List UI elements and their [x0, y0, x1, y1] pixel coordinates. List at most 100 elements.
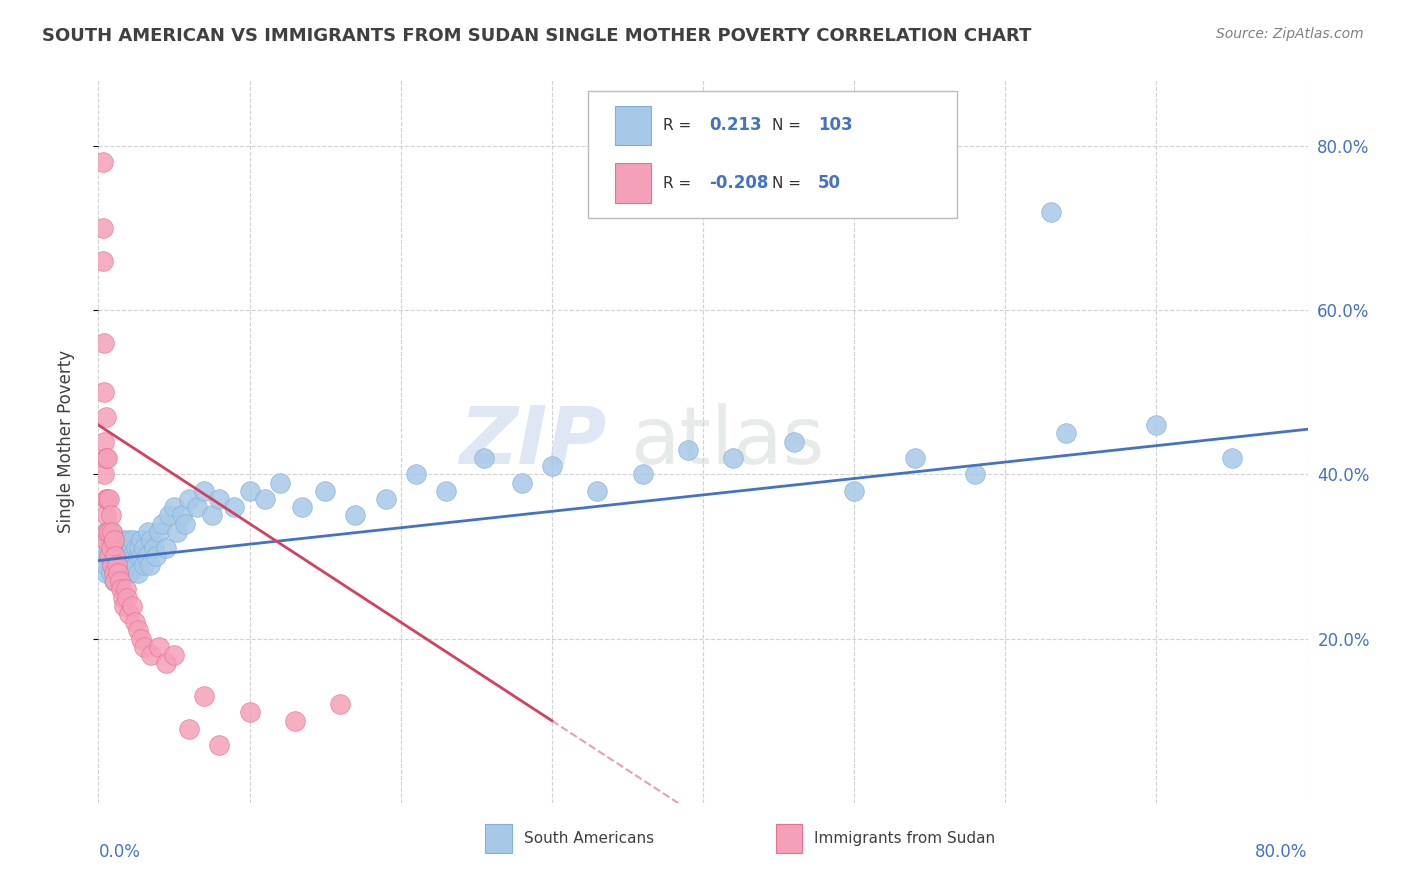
Text: South Americans: South Americans [524, 831, 654, 847]
Point [98, 491, 121, 506]
Point [114, 541, 136, 556]
Point [193, 689, 215, 703]
Point [965, 467, 987, 482]
Point [112, 533, 135, 547]
Point [101, 558, 124, 572]
Point [91, 253, 114, 268]
Point [329, 698, 352, 712]
Point [103, 541, 125, 556]
Point [103, 566, 125, 580]
Point [155, 541, 177, 556]
Point [179, 722, 201, 736]
Point [239, 706, 262, 720]
Point [129, 632, 152, 646]
Point [118, 533, 141, 547]
Point [193, 483, 215, 498]
Point [104, 549, 127, 564]
Point [676, 442, 699, 457]
Text: 0.213: 0.213 [709, 117, 762, 135]
Point [148, 640, 170, 654]
Point [472, 450, 495, 465]
Point [100, 566, 122, 580]
Point [104, 541, 127, 556]
Point [112, 599, 135, 613]
Point [94, 491, 117, 506]
Point [104, 558, 127, 572]
Y-axis label: Single Mother Poverty: Single Mother Poverty [56, 350, 75, 533]
Point [1144, 418, 1167, 433]
Point [129, 549, 152, 564]
Point [100, 508, 122, 523]
FancyBboxPatch shape [588, 91, 957, 218]
Point [98, 549, 121, 564]
Text: 0.0%: 0.0% [98, 843, 141, 861]
Point [124, 615, 146, 630]
Point [141, 648, 163, 662]
Point [111, 591, 134, 605]
Point [96, 491, 118, 506]
Point [114, 582, 136, 597]
Point [118, 558, 141, 572]
Point [96, 524, 118, 539]
Point [107, 541, 129, 556]
Point [128, 541, 150, 556]
Point [93, 434, 115, 449]
Point [159, 508, 181, 523]
Point [104, 549, 127, 564]
Point [405, 467, 427, 482]
Text: R =: R = [664, 176, 696, 191]
Point [314, 483, 336, 498]
Point [139, 558, 162, 572]
Point [93, 467, 115, 482]
Point [631, 467, 654, 482]
Bar [614, 105, 651, 145]
Point [98, 541, 121, 556]
Point [291, 500, 314, 515]
Text: 50: 50 [818, 174, 841, 193]
Point [103, 533, 125, 547]
Point [253, 491, 276, 506]
Point [374, 491, 396, 506]
Point [141, 533, 163, 547]
Point [98, 524, 121, 539]
Point [127, 624, 149, 638]
Text: 103: 103 [818, 117, 852, 135]
Point [105, 566, 128, 580]
Point [132, 558, 155, 572]
Point [723, 450, 745, 465]
Text: Immigrants from Sudan: Immigrants from Sudan [814, 831, 995, 847]
Point [105, 549, 128, 564]
Point [239, 483, 262, 498]
Point [104, 574, 127, 588]
Point [150, 516, 173, 531]
Point [91, 221, 114, 235]
Point [100, 541, 122, 556]
Point [94, 533, 117, 547]
Point [110, 558, 132, 572]
Point [586, 483, 609, 498]
Point [166, 524, 188, 539]
Point [1220, 450, 1243, 465]
Point [107, 566, 129, 580]
Text: -0.208: -0.208 [709, 174, 769, 193]
Point [179, 491, 201, 506]
Point [94, 533, 117, 547]
Point [125, 541, 148, 556]
Point [510, 475, 533, 490]
Point [132, 640, 155, 654]
Point [122, 533, 145, 547]
Point [91, 155, 114, 169]
Point [94, 508, 117, 523]
Point [111, 541, 134, 556]
Point [135, 549, 157, 564]
Point [111, 558, 134, 572]
Bar [614, 163, 651, 203]
Point [112, 566, 135, 580]
Point [148, 524, 170, 539]
Point [105, 533, 128, 547]
Point [94, 450, 117, 465]
Point [115, 549, 138, 564]
Point [94, 409, 117, 424]
Point [108, 566, 131, 580]
Text: R =: R = [664, 118, 696, 133]
